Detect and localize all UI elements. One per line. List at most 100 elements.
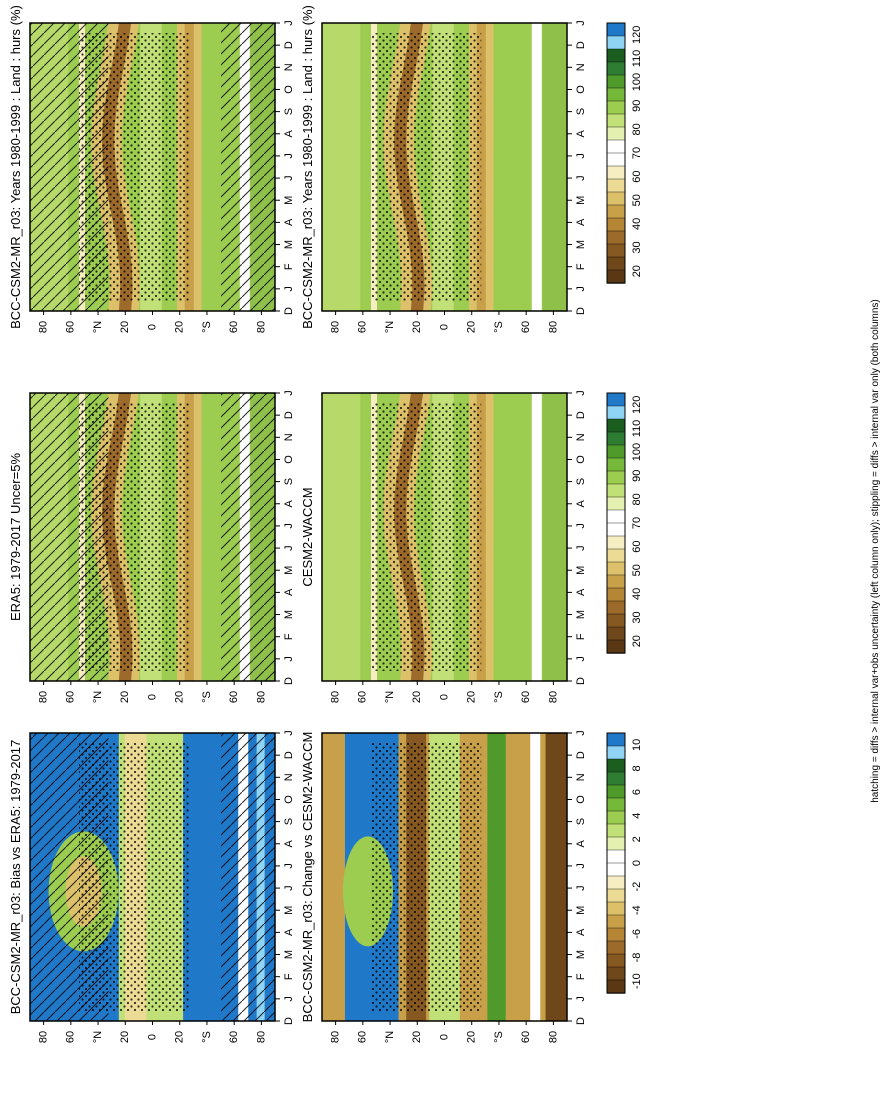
lat-tick-label: °S (493, 321, 505, 333)
lat-tick-label: 80 (330, 321, 342, 333)
colorbar-swatch (606, 732, 626, 747)
band-antarctic (542, 393, 567, 681)
field-3 (30, 393, 275, 681)
month-tick-label: J (575, 863, 587, 869)
colorbar-label: 90 (631, 470, 643, 482)
colorbar-swatch (606, 152, 626, 167)
month-tick-label: J (575, 523, 587, 529)
colorbar-label: 40 (631, 588, 643, 600)
colorbar-label: 30 (631, 241, 643, 253)
stippling (371, 743, 482, 1011)
lat-tick-label: °S (201, 321, 213, 333)
panel-title: BCC-CSM2-MR_r03: Bias vs ERA5: 1979-2017 (8, 740, 23, 1015)
lat-tick-label: 60 (520, 1031, 532, 1043)
lat-tick-label: 60 (357, 321, 369, 333)
colorbar-swatch (606, 823, 626, 838)
colorbar-swatch (606, 509, 626, 524)
colorbar-swatch (606, 139, 626, 154)
colorbar-label: 2 (631, 836, 643, 842)
month-tick-label: N (575, 773, 587, 781)
colorbar-swatch (606, 483, 626, 498)
month-tick-label: J (575, 545, 587, 551)
colorbar-swatch (606, 87, 626, 102)
colorbar-swatch (606, 966, 626, 981)
month-tick-label: A (283, 588, 295, 596)
month-tick-label: F (575, 263, 587, 270)
month-tick-label: A (575, 129, 587, 137)
lat-tick-label: 20 (466, 691, 478, 703)
colorbar-label: 8 (631, 765, 643, 771)
colorbar-label: -6 (631, 929, 643, 939)
field-2 (322, 23, 567, 311)
month-tick-label: S (575, 108, 587, 115)
colorbar-label: 110 (631, 50, 643, 68)
lat-tick-label: 20 (174, 691, 186, 703)
month-tick-label: A (575, 588, 587, 596)
colorbar-swatch (606, 113, 626, 128)
band-no-land (531, 23, 542, 311)
month-tick-label: N (575, 433, 587, 441)
colorbar-swatch (606, 810, 626, 825)
band-sh (487, 733, 506, 1021)
lat-tick-label: 80 (330, 1031, 342, 1043)
month-tick-label: O (283, 85, 295, 94)
month-tick-label: F (575, 633, 587, 640)
month-tick-label: S (283, 478, 295, 485)
month-tick-label: J (575, 996, 587, 1002)
lat-tick-label: °N (384, 691, 396, 703)
colorbar-label: -8 (631, 953, 643, 963)
month-tick-label: N (283, 63, 295, 71)
month-tick-label: D (575, 677, 587, 685)
colorbar-swatch (606, 979, 626, 994)
lat-tick-label: 80 (330, 691, 342, 703)
colorbar-swatch (606, 914, 626, 929)
lat-tick-label: 0 (146, 694, 158, 700)
colorbar-swatch (606, 758, 626, 773)
month-tick-label: J (283, 545, 295, 551)
lat-tick-label: 80 (547, 1031, 559, 1043)
month-tick-label: M (283, 906, 295, 915)
colorbar-swatch (606, 745, 626, 760)
stippling (371, 403, 482, 671)
lat-tick-label: 60 (228, 321, 240, 333)
field-6 (322, 733, 567, 1021)
lat-tick-label: 60 (228, 691, 240, 703)
colorbar-swatch (606, 522, 626, 537)
month-tick-label: O (575, 455, 587, 464)
colorbar-swatch (606, 639, 626, 654)
colorbar-swatch (606, 405, 626, 420)
month-tick-label: J (283, 390, 295, 396)
colorbar-label: 6 (631, 789, 643, 795)
stippling (79, 403, 190, 671)
hatching-sh (221, 23, 275, 311)
month-tick-label: A (283, 499, 295, 507)
panel-title: CESM2-WACCM (300, 487, 315, 586)
month-tick-label: A (283, 218, 295, 226)
colorbar-label: 70 (631, 517, 643, 529)
panel-title: ERA5: 1979-2017 Uncer=5% (8, 453, 23, 621)
lat-tick-label: 0 (438, 694, 450, 700)
lat-tick-label: 60 (65, 321, 77, 333)
colorbar-label: 60 (631, 541, 643, 553)
colorbar-label: 80 (631, 493, 643, 505)
lat-tick-label: 80 (38, 1031, 50, 1043)
month-tick-label: J (283, 885, 295, 891)
lat-tick-label: 20 (466, 1031, 478, 1043)
month-tick-label: N (283, 433, 295, 441)
colorbar-swatch (606, 61, 626, 76)
colorbar-swatch (606, 548, 626, 563)
lat-tick-label: 20 (119, 321, 131, 333)
colorbar-frame (606, 732, 626, 994)
month-tick-label: D (575, 307, 587, 315)
colorbar-swatch (606, 444, 626, 459)
band-antarctic (542, 23, 567, 311)
month-tick-label: S (575, 478, 587, 485)
lat-tick-label: 0 (146, 324, 158, 330)
colorbar-2: 120 110 100 90 80 70 60 50 40 30 20 (606, 392, 643, 654)
colorbar-label: 4 (631, 813, 643, 819)
colorbar-label: 40 (631, 218, 643, 230)
lat-tick-label: °N (92, 691, 104, 703)
month-tick-label: D (283, 411, 295, 419)
colorbar-swatch (606, 418, 626, 433)
